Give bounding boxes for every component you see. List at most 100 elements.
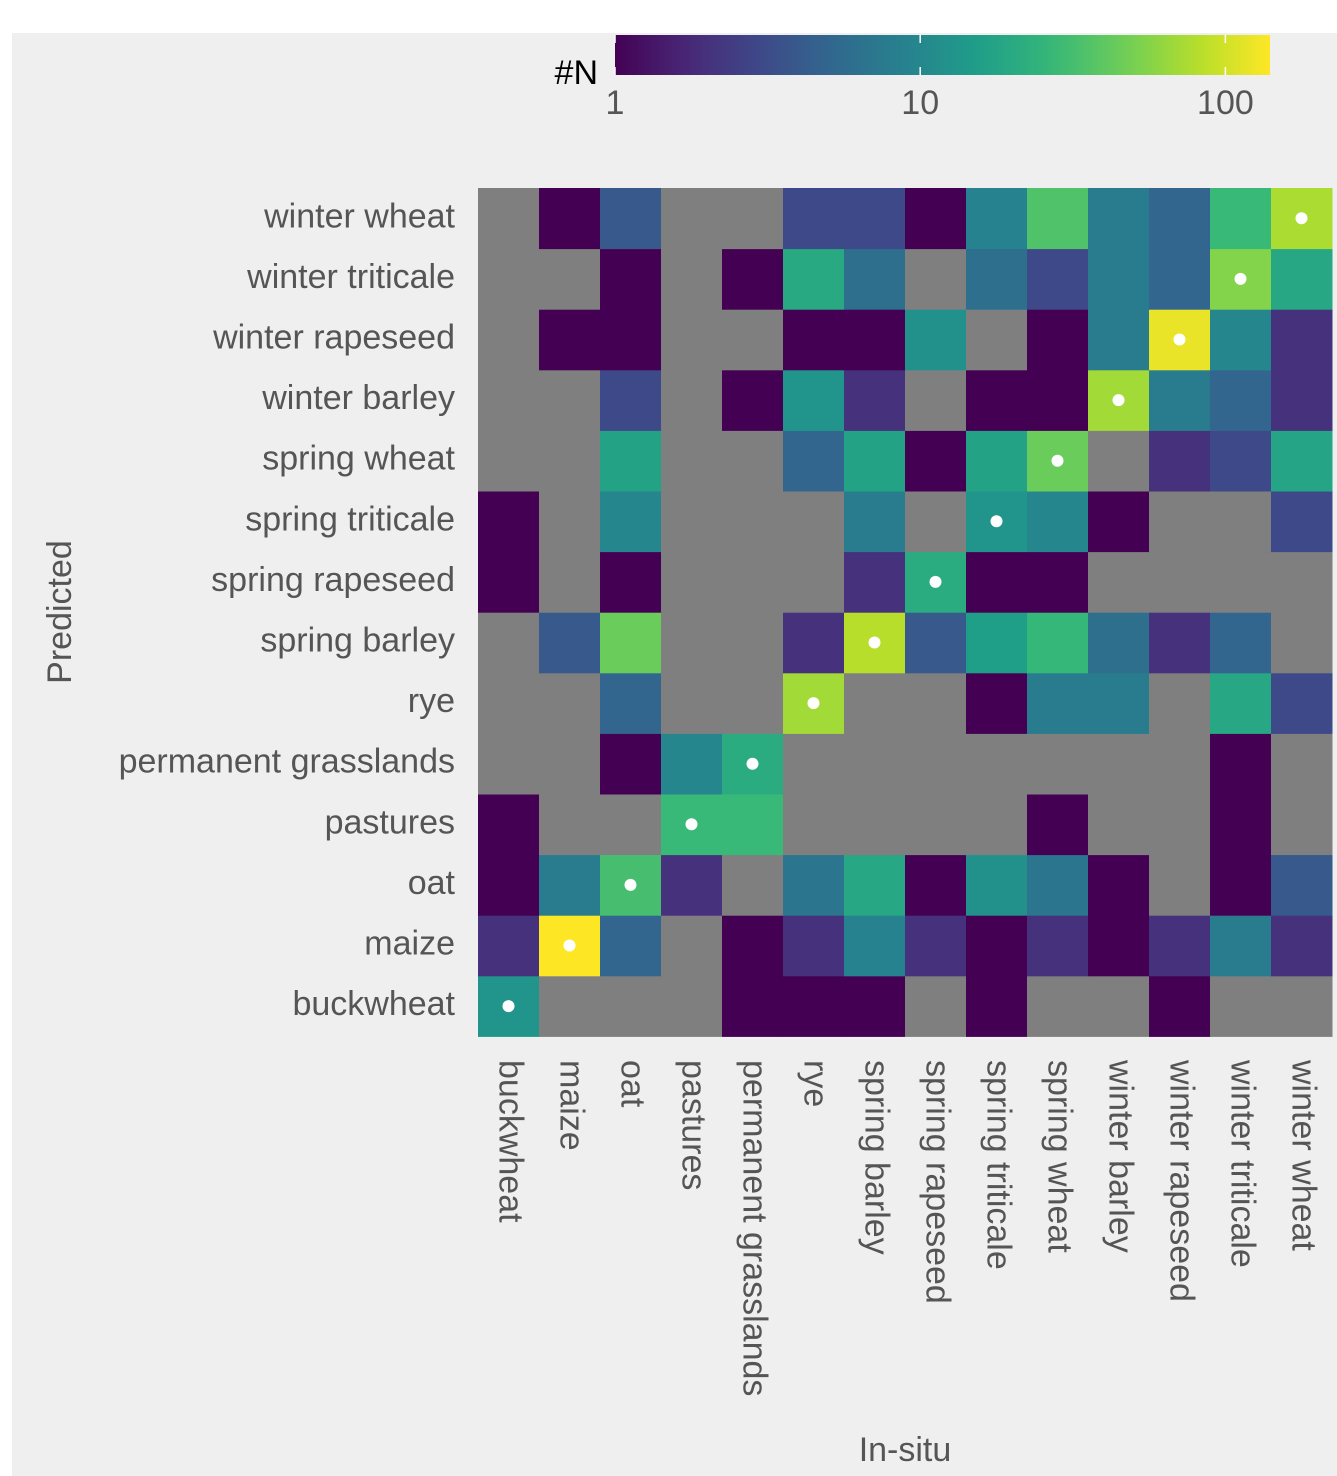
na-cell <box>539 975 601 1037</box>
na-cell <box>661 551 723 613</box>
x-tick-label: pastures <box>675 1060 713 1190</box>
y-tick-label: maize <box>364 924 455 962</box>
x-tick-label: maize <box>553 1060 591 1151</box>
na-cell <box>478 612 540 674</box>
cell <box>1271 915 1333 977</box>
cell <box>1271 430 1333 492</box>
cell <box>966 854 1028 916</box>
cell <box>844 309 906 371</box>
cell <box>1027 491 1089 553</box>
na-cell <box>1149 733 1211 795</box>
na-cell <box>844 794 906 856</box>
cell <box>1210 672 1272 734</box>
y-tick-label: winter rapeseed <box>212 318 455 356</box>
cell <box>539 854 601 916</box>
cell <box>844 369 906 431</box>
colorbar-tick-label: 10 <box>901 84 939 122</box>
cell <box>600 248 662 310</box>
cell <box>783 309 845 371</box>
na-cell <box>1088 551 1150 613</box>
x-tick-label: winter barley <box>1102 1059 1140 1253</box>
na-cell <box>1271 975 1333 1037</box>
cell <box>600 309 662 371</box>
cell <box>783 612 845 674</box>
y-tick-label: rye <box>408 682 455 720</box>
cell <box>1210 854 1272 916</box>
na-cell <box>1210 975 1272 1037</box>
na-cell <box>1149 854 1211 916</box>
na-cell <box>1271 733 1333 795</box>
na-cell <box>1088 975 1150 1037</box>
cell <box>1027 551 1089 613</box>
cell <box>1149 975 1211 1037</box>
cell <box>966 248 1028 310</box>
na-cell <box>722 612 784 674</box>
cell <box>539 188 601 250</box>
na-cell <box>661 915 723 977</box>
x-axis-title: In-situ <box>859 1431 952 1469</box>
diagonal-dot <box>990 515 1003 528</box>
cell <box>600 733 662 795</box>
na-cell <box>722 672 784 734</box>
cell <box>844 491 906 553</box>
cell <box>966 975 1028 1037</box>
y-tick-label: winter triticale <box>246 258 455 296</box>
na-cell <box>966 794 1028 856</box>
diagonal-dot <box>1234 272 1247 285</box>
diagonal-dot <box>624 878 637 891</box>
na-cell <box>1210 551 1272 613</box>
cell <box>844 854 906 916</box>
diagonal-dot <box>868 636 881 649</box>
cell <box>1027 369 1089 431</box>
cell <box>1210 369 1272 431</box>
cell <box>600 672 662 734</box>
na-cell <box>478 672 540 734</box>
na-cell <box>722 854 784 916</box>
cell <box>600 551 662 613</box>
na-cell <box>722 551 784 613</box>
x-tick-label: spring rapeseed <box>919 1060 957 1304</box>
na-cell <box>539 369 601 431</box>
cell <box>844 248 906 310</box>
cell <box>1271 491 1333 553</box>
na-cell <box>905 975 967 1037</box>
cell <box>1149 612 1211 674</box>
cell <box>1027 854 1089 916</box>
cell <box>783 369 845 431</box>
cell <box>600 188 662 250</box>
na-cell <box>783 794 845 856</box>
na-cell <box>783 491 845 553</box>
na-cell <box>478 430 540 492</box>
na-cell <box>661 248 723 310</box>
cell <box>478 915 540 977</box>
na-cell <box>661 430 723 492</box>
na-cell <box>539 672 601 734</box>
na-cell <box>1149 672 1211 734</box>
cell <box>722 915 784 977</box>
cell <box>905 309 967 371</box>
na-cell <box>539 430 601 492</box>
na-cell <box>722 491 784 553</box>
cell <box>1210 430 1272 492</box>
cell <box>1088 612 1150 674</box>
cell <box>1027 248 1089 310</box>
na-cell <box>539 551 601 613</box>
cell <box>1088 915 1150 977</box>
na-cell <box>478 188 540 250</box>
cell <box>1149 248 1211 310</box>
cell <box>1271 369 1333 431</box>
na-cell <box>661 672 723 734</box>
cell <box>1027 672 1089 734</box>
cell <box>661 733 723 795</box>
cell <box>1027 915 1089 977</box>
cell <box>966 551 1028 613</box>
cell <box>661 854 723 916</box>
x-tick-label: oat <box>614 1060 652 1108</box>
cell <box>783 248 845 310</box>
na-cell <box>1149 794 1211 856</box>
cell <box>1149 188 1211 250</box>
na-cell <box>844 733 906 795</box>
na-cell <box>539 794 601 856</box>
diagonal-dot <box>502 1000 515 1013</box>
cell <box>844 975 906 1037</box>
